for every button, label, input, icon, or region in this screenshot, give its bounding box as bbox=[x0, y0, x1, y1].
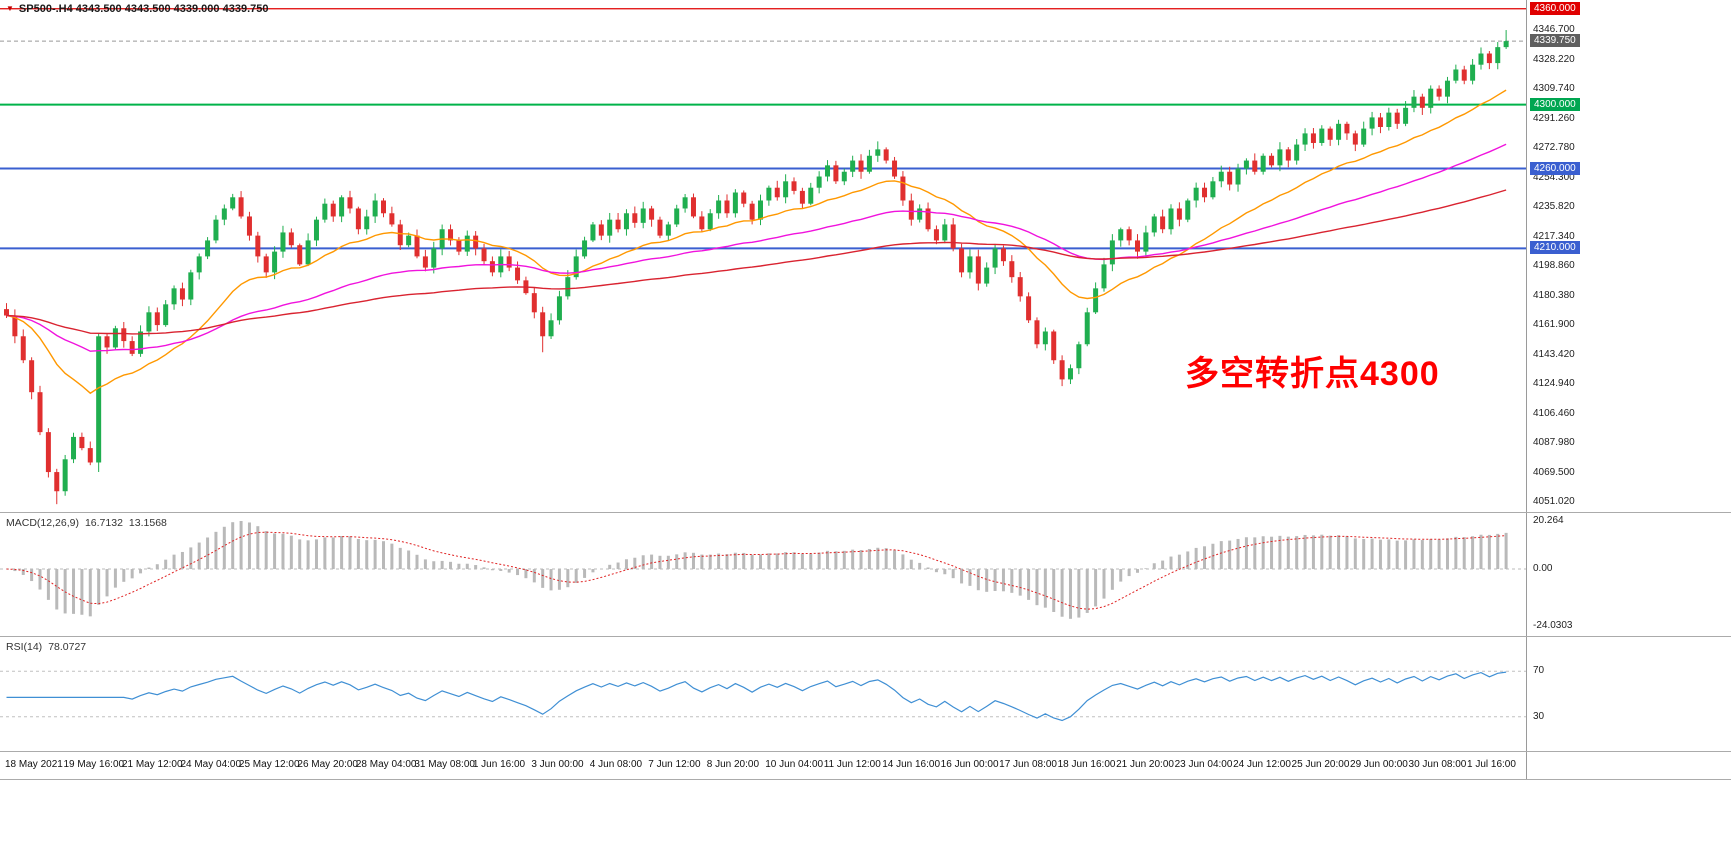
time-axis-label: 18 Jun 16:00 bbox=[1057, 759, 1116, 770]
time-axis-label: 23 Jun 04:00 bbox=[1174, 759, 1233, 770]
time-axis-label: 1 Jun 16:00 bbox=[472, 759, 526, 770]
time-axis-label: 26 May 20:00 bbox=[297, 759, 358, 770]
candles-layer bbox=[4, 30, 1509, 505]
price-badge-4210.000: 4210.000 bbox=[1530, 241, 1580, 255]
time-axis-label: 18 May 2021 bbox=[5, 759, 63, 770]
price-badge-4260.000: 4260.000 bbox=[1530, 161, 1580, 175]
price-axis-label: 4272.780 bbox=[1533, 142, 1575, 154]
symbol-ohlc-text: SP500-.H4 4343.500 4343.500 4339.000 433… bbox=[18, 3, 269, 15]
price-badge-4300.000: 4300.000 bbox=[1530, 97, 1580, 111]
price-badge-4360.000: 4360.000 bbox=[1530, 1, 1580, 15]
price-axis-label: 4106.460 bbox=[1533, 407, 1575, 419]
price-axis-label: 4124.940 bbox=[1533, 378, 1575, 390]
price-axis-label: 4235.820 bbox=[1533, 201, 1575, 213]
price-axis-label: 4254.300 bbox=[1533, 171, 1575, 183]
price-axis-label: 4087.980 bbox=[1533, 437, 1575, 449]
macd-chart-canvas[interactable] bbox=[0, 513, 1526, 636]
macd-name: MACD(12,26,9) bbox=[6, 517, 79, 529]
price-axis-label: 4143.420 bbox=[1533, 348, 1575, 360]
price-axis-label: 4198.860 bbox=[1533, 260, 1575, 272]
panel-separator bbox=[0, 779, 1731, 780]
time-axis-label: 11 Jun 12:00 bbox=[823, 759, 881, 770]
symbol-marker-icon: ▼ bbox=[6, 4, 14, 13]
rsi-axis-label: 30 bbox=[1533, 710, 1545, 722]
time-axis-label: 14 Jun 16:00 bbox=[882, 759, 941, 770]
ma-line-slow bbox=[6, 189, 1507, 335]
time-axis-label: 4 Jun 08:00 bbox=[589, 759, 643, 770]
price-axis-label: 4069.500 bbox=[1533, 466, 1575, 478]
time-axis-label: 19 May 16:00 bbox=[63, 759, 125, 770]
panel-separator bbox=[0, 512, 1731, 513]
rsi-name: RSI(14) bbox=[6, 641, 43, 653]
time-axis-label: 29 Jun 00:00 bbox=[1350, 759, 1408, 770]
price-axis-label: 4346.700 bbox=[1533, 24, 1575, 36]
time-axis-label: 28 May 04:00 bbox=[355, 759, 417, 770]
macd-axis-label: -24.0303 bbox=[1533, 620, 1573, 631]
time-axis-label: 17 Jun 08:00 bbox=[999, 759, 1057, 770]
horizontal-level-lines bbox=[0, 8, 1526, 250]
time-axis-label: 25 May 12:00 bbox=[238, 759, 300, 770]
time-axis-label: 10 Jun 04:00 bbox=[765, 759, 824, 770]
rsi-chart-canvas[interactable] bbox=[0, 637, 1526, 751]
price-badge-4339.750: 4339.750 bbox=[1530, 34, 1580, 48]
price-axis[interactable]: 4346.700 4328.220 4309.740 4291.260 4272.780… bbox=[1526, 0, 1731, 780]
rsi-indicator-panel[interactable]: RSI(14) 78.0727 bbox=[0, 637, 1526, 751]
macd-histogram bbox=[13, 521, 1508, 619]
time-axis-label: 16 Jun 00:00 bbox=[940, 759, 999, 770]
macd-signal-line bbox=[6, 531, 1507, 610]
price-axis-label: 4309.740 bbox=[1533, 83, 1575, 95]
macd-axis-label: 0.00 bbox=[1533, 563, 1553, 575]
time-axis-label: 31 May 08:00 bbox=[414, 759, 475, 770]
moving-averages-layer bbox=[6, 89, 1507, 395]
price-chart-panel[interactable]: ▼ SP500-.H4 4343.500 4343.500 4339.000 43… bbox=[0, 0, 1526, 512]
price-axis-label: 4291.260 bbox=[1533, 112, 1575, 124]
panel-separator bbox=[0, 636, 1731, 637]
time-axis-label: 21 Jun 20:00 bbox=[1116, 759, 1174, 770]
time-axis-label: 7 Jun 12:00 bbox=[648, 759, 701, 770]
price-axis-label: 4217.340 bbox=[1533, 230, 1575, 242]
time-axis-label: 24 May 04:00 bbox=[180, 759, 242, 770]
macd-axis-label: 20.264 bbox=[1533, 515, 1564, 526]
time-axis-label: 24 Jun 12:00 bbox=[1233, 759, 1291, 770]
macd-value-main: 16.7132 bbox=[84, 517, 123, 529]
rsi-indicator-label: RSI(14) 78.0727 bbox=[6, 641, 92, 653]
macd-value-signal: 13.1568 bbox=[128, 517, 167, 529]
price-axis-label: 4180.380 bbox=[1533, 289, 1575, 301]
macd-indicator-panel[interactable]: MACD(12,26,9) 16.7132 13.1568 bbox=[0, 513, 1526, 636]
candlestick-chart-canvas[interactable] bbox=[0, 0, 1526, 512]
macd-indicator-label: MACD(12,26,9) 16.7132 13.1568 bbox=[6, 517, 173, 529]
ma-line-mid bbox=[6, 143, 1507, 352]
ma-line-fast bbox=[6, 89, 1507, 395]
time-axis-label: 30 Jun 08:00 bbox=[1408, 759, 1467, 770]
symbol-ohlc-readout: ▼ SP500-.H4 4343.500 4343.500 4339.000 43… bbox=[6, 3, 268, 15]
time-axis-label: 1 Jul 16:00 bbox=[1467, 759, 1516, 770]
time-axis[interactable]: 18 May 2021 19 May 16:00 21 May 12:00 24 Ma… bbox=[0, 752, 1526, 779]
time-axis-label: 25 Jun 20:00 bbox=[1291, 759, 1350, 770]
price-axis-label: 4161.900 bbox=[1533, 319, 1575, 331]
time-axis-label: 8 Jun 20:00 bbox=[706, 759, 760, 770]
panel-separator bbox=[0, 751, 1731, 752]
price-axis-label: 4328.220 bbox=[1533, 53, 1575, 65]
time-axis-label: 21 May 12:00 bbox=[121, 759, 183, 770]
time-axis-label: 3 Jun 00:00 bbox=[531, 759, 584, 770]
rsi-value: 78.0727 bbox=[48, 641, 87, 653]
chart-annotation-text: 多空转折点4300 bbox=[1185, 355, 1440, 393]
rsi-axis-label: 70 bbox=[1533, 665, 1545, 677]
price-axis-label: 4051.020 bbox=[1533, 496, 1575, 508]
rsi-line bbox=[6, 671, 1507, 722]
